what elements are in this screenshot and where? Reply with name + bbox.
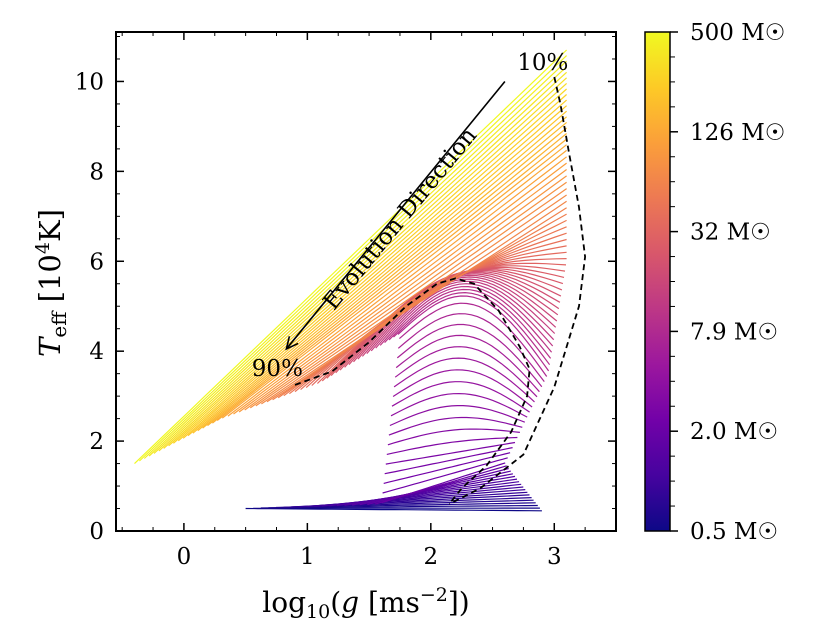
y-tick-label: 8 xyxy=(89,159,104,185)
evolution-track xyxy=(272,207,567,401)
evolution-track xyxy=(366,276,557,354)
evolution-track xyxy=(143,60,568,459)
evolution-track xyxy=(367,467,509,506)
evolution-track xyxy=(266,200,567,403)
evolution-track xyxy=(227,156,567,417)
evolution-track xyxy=(397,295,550,372)
annotation-90-percent: 90% xyxy=(252,356,303,382)
evolution-track xyxy=(393,357,535,403)
evolution-track xyxy=(382,457,508,494)
y-tick-label: 2 xyxy=(89,429,104,455)
evolution-track xyxy=(395,334,540,393)
evolution-track xyxy=(245,507,542,512)
evolution-track xyxy=(392,369,533,408)
evolution-track xyxy=(396,323,543,388)
colorbar-tick-label: 0.5 M☉ xyxy=(690,519,778,545)
x-tick-label: 2 xyxy=(423,544,438,570)
evolution-track xyxy=(197,121,567,432)
evolution-track xyxy=(158,77,568,452)
evolution-arrow-head xyxy=(285,336,299,351)
evolution-track xyxy=(216,144,567,421)
annotation-10-percent: 10% xyxy=(517,50,568,76)
fraction-curve xyxy=(448,76,587,505)
fraction-curves xyxy=(294,76,587,505)
evolution-track xyxy=(182,105,567,439)
evolution-track xyxy=(384,285,553,353)
y-tick-label: 4 xyxy=(89,339,104,365)
evolution-track xyxy=(379,283,554,347)
evolution-track xyxy=(163,82,568,449)
evolution-track xyxy=(391,381,530,413)
evolution-track xyxy=(384,447,513,475)
evolution-track xyxy=(177,99,567,442)
evolution-track xyxy=(383,452,511,484)
colorbar-tick-label: 500 M☉ xyxy=(690,20,785,46)
evolution-track xyxy=(394,346,538,398)
colorbar-ticks: 0.5 M☉ 2.0 M☉ 7.9 M☉ 32 M☉ 126 M☉ 500 M☉ xyxy=(670,20,785,545)
colorbar-tick-label: 126 M☉ xyxy=(690,120,785,146)
evolution-track xyxy=(370,278,556,352)
evolution-track xyxy=(233,162,567,415)
colorbar xyxy=(644,31,671,532)
colorbar-tick-label: 7.9 M☉ xyxy=(690,319,778,345)
colorbar-tick-label: 2.0 M☉ xyxy=(690,419,778,445)
x-tick-label: 1 xyxy=(300,544,315,570)
evolution-track xyxy=(153,71,568,454)
x-tick-label: 3 xyxy=(547,544,562,570)
plot-frame xyxy=(115,31,617,532)
evolution-track xyxy=(207,133,567,427)
evolution-track xyxy=(212,138,567,424)
evolution-track xyxy=(388,288,552,359)
evolution-track xyxy=(244,175,567,411)
evolution-track xyxy=(221,149,567,419)
evolution-track xyxy=(381,462,506,504)
evolution-track xyxy=(138,55,568,462)
evolution-track xyxy=(387,428,520,446)
evolution-track xyxy=(255,188,567,407)
evolution-track xyxy=(390,392,528,418)
y-tick-label: 6 xyxy=(89,249,104,275)
evolution-tracks xyxy=(134,49,568,512)
evolution-arrow-line xyxy=(285,80,506,350)
colorbar-tick-label: 32 M☉ xyxy=(690,220,771,246)
evolution-track xyxy=(388,416,523,436)
fraction-curve xyxy=(294,277,531,505)
evolution-track xyxy=(238,169,567,413)
evolution-track xyxy=(359,470,511,506)
evolution-track xyxy=(385,441,516,465)
evolution-track xyxy=(261,194,567,405)
evolution-track xyxy=(249,181,567,409)
evolution-track xyxy=(187,110,567,437)
evolution-track xyxy=(389,405,526,427)
evolution-track xyxy=(192,116,567,434)
evolution-track xyxy=(399,302,548,377)
y-tick-label: 0 xyxy=(89,519,104,545)
y-axis-label: Teff [104K] xyxy=(32,209,71,357)
evolution-track xyxy=(386,436,518,455)
evolution-track xyxy=(168,88,567,447)
evolution-track xyxy=(393,291,551,366)
axis-ticks: 0 1 2 3 0 2 4 6 8 10 xyxy=(75,32,617,570)
evolution-track xyxy=(173,94,567,444)
evolution-track xyxy=(134,49,568,465)
x-tick-label: 0 xyxy=(177,544,192,570)
evolution-track xyxy=(202,127,567,429)
evolution-track xyxy=(351,473,514,506)
y-tick-label: 10 xyxy=(75,69,104,95)
evolution-track xyxy=(397,313,545,382)
